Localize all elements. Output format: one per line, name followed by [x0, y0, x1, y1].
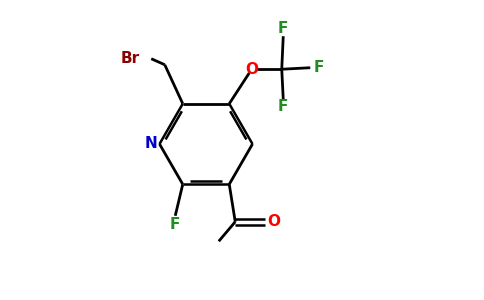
Text: F: F — [314, 60, 324, 75]
Text: F: F — [278, 99, 288, 114]
Text: O: O — [267, 214, 280, 229]
Text: Br: Br — [120, 51, 139, 66]
Text: F: F — [278, 21, 288, 36]
Text: F: F — [170, 217, 181, 232]
Text: N: N — [145, 136, 157, 152]
Text: O: O — [245, 62, 258, 77]
